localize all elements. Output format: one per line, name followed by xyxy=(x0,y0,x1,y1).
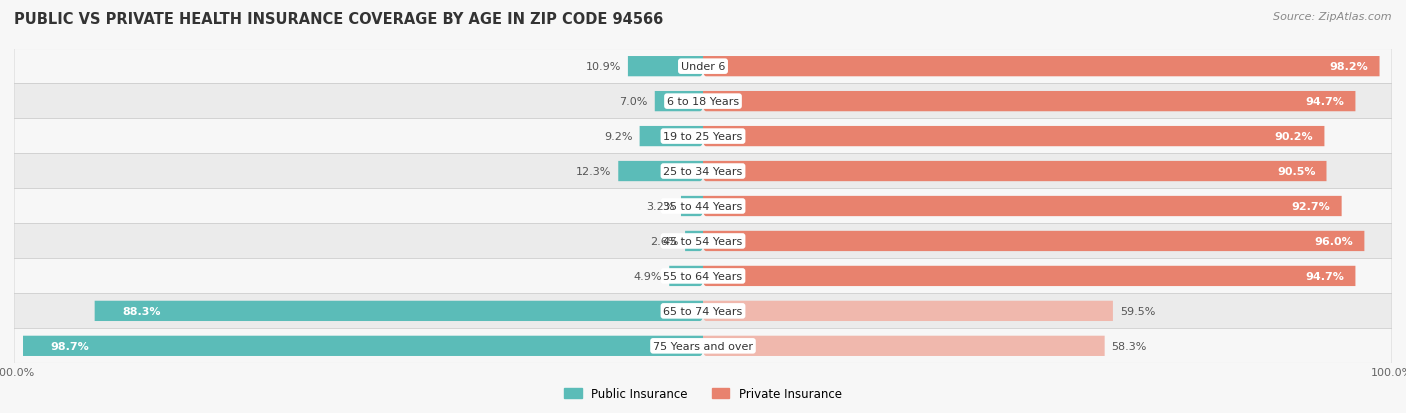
PathPatch shape xyxy=(669,266,703,286)
PathPatch shape xyxy=(703,92,1355,112)
FancyBboxPatch shape xyxy=(14,189,1392,224)
PathPatch shape xyxy=(703,231,1364,252)
Text: 7.0%: 7.0% xyxy=(620,97,648,107)
FancyBboxPatch shape xyxy=(14,329,1392,363)
Text: 98.7%: 98.7% xyxy=(51,341,90,351)
Text: 90.2%: 90.2% xyxy=(1275,132,1313,142)
Text: Source: ZipAtlas.com: Source: ZipAtlas.com xyxy=(1274,12,1392,22)
Text: 10.9%: 10.9% xyxy=(586,62,621,72)
Text: 9.2%: 9.2% xyxy=(605,132,633,142)
PathPatch shape xyxy=(681,197,703,216)
Text: 98.2%: 98.2% xyxy=(1330,62,1368,72)
Text: 45 to 54 Years: 45 to 54 Years xyxy=(664,236,742,247)
PathPatch shape xyxy=(22,336,703,356)
Text: 12.3%: 12.3% xyxy=(576,166,612,177)
Text: 58.3%: 58.3% xyxy=(1112,341,1147,351)
Text: 90.5%: 90.5% xyxy=(1277,166,1316,177)
FancyBboxPatch shape xyxy=(14,154,1392,189)
Text: PUBLIC VS PRIVATE HEALTH INSURANCE COVERAGE BY AGE IN ZIP CODE 94566: PUBLIC VS PRIVATE HEALTH INSURANCE COVER… xyxy=(14,12,664,27)
Text: 35 to 44 Years: 35 to 44 Years xyxy=(664,202,742,211)
Text: 96.0%: 96.0% xyxy=(1315,236,1354,247)
PathPatch shape xyxy=(619,161,703,182)
Text: 6 to 18 Years: 6 to 18 Years xyxy=(666,97,740,107)
Text: 19 to 25 Years: 19 to 25 Years xyxy=(664,132,742,142)
PathPatch shape xyxy=(94,301,703,321)
Text: 55 to 64 Years: 55 to 64 Years xyxy=(664,271,742,281)
Text: 3.2%: 3.2% xyxy=(645,202,673,211)
FancyBboxPatch shape xyxy=(14,259,1392,294)
Text: 94.7%: 94.7% xyxy=(1306,97,1344,107)
PathPatch shape xyxy=(703,127,1324,147)
FancyBboxPatch shape xyxy=(14,224,1392,259)
PathPatch shape xyxy=(703,301,1114,321)
PathPatch shape xyxy=(703,57,1379,77)
Text: 25 to 34 Years: 25 to 34 Years xyxy=(664,166,742,177)
Text: 75 Years and over: 75 Years and over xyxy=(652,341,754,351)
Text: 92.7%: 92.7% xyxy=(1292,202,1330,211)
Text: 94.7%: 94.7% xyxy=(1306,271,1344,281)
Text: 59.5%: 59.5% xyxy=(1119,306,1156,316)
FancyBboxPatch shape xyxy=(14,119,1392,154)
Text: 88.3%: 88.3% xyxy=(122,306,160,316)
Text: 4.9%: 4.9% xyxy=(634,271,662,281)
Text: Under 6: Under 6 xyxy=(681,62,725,72)
PathPatch shape xyxy=(685,231,703,252)
Legend: Public Insurance, Private Insurance: Public Insurance, Private Insurance xyxy=(560,382,846,405)
PathPatch shape xyxy=(628,57,703,77)
FancyBboxPatch shape xyxy=(14,84,1392,119)
FancyBboxPatch shape xyxy=(14,294,1392,329)
PathPatch shape xyxy=(703,266,1355,286)
Text: 65 to 74 Years: 65 to 74 Years xyxy=(664,306,742,316)
PathPatch shape xyxy=(655,92,703,112)
PathPatch shape xyxy=(640,127,703,147)
PathPatch shape xyxy=(703,161,1326,182)
PathPatch shape xyxy=(703,197,1341,216)
Text: 2.6%: 2.6% xyxy=(650,236,678,247)
FancyBboxPatch shape xyxy=(14,50,1392,84)
PathPatch shape xyxy=(703,336,1105,356)
